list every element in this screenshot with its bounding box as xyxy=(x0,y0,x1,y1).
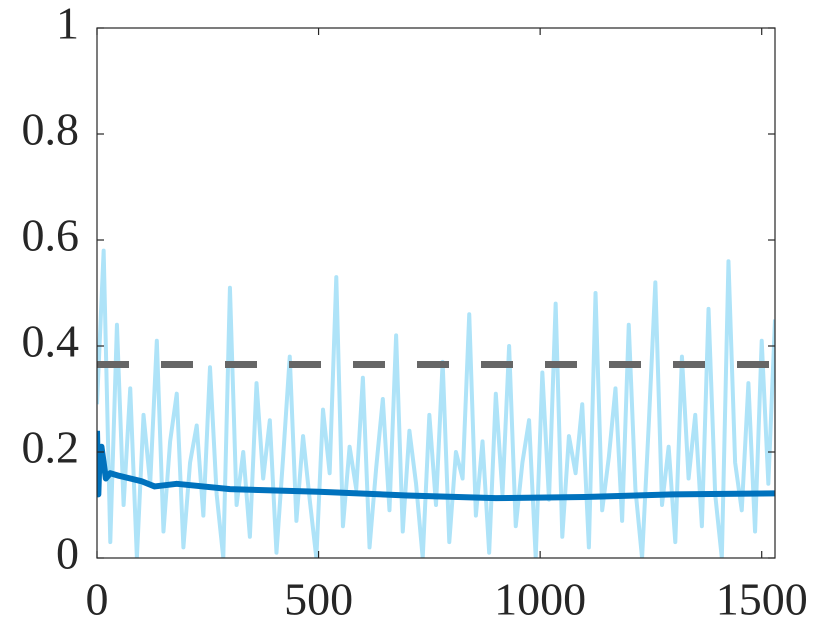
y-tick-label: 0.4 xyxy=(22,316,80,367)
axes-box xyxy=(96,27,776,559)
x-tick-label: 1000 xyxy=(494,574,586,625)
y-tick-label: 0.2 xyxy=(22,422,80,473)
plot-area xyxy=(97,248,775,558)
y-tick-label: 1 xyxy=(56,0,79,49)
y-tick-label: 0.8 xyxy=(22,104,80,155)
data-line xyxy=(97,248,775,558)
x-tick-label: 0 xyxy=(86,574,109,625)
y-tick-label: 0 xyxy=(56,528,79,579)
x-tick-label: 1500 xyxy=(716,574,808,625)
x-tick-label: 500 xyxy=(284,574,353,625)
data-line xyxy=(97,430,775,502)
y-tick-label: 0.6 xyxy=(22,210,80,261)
